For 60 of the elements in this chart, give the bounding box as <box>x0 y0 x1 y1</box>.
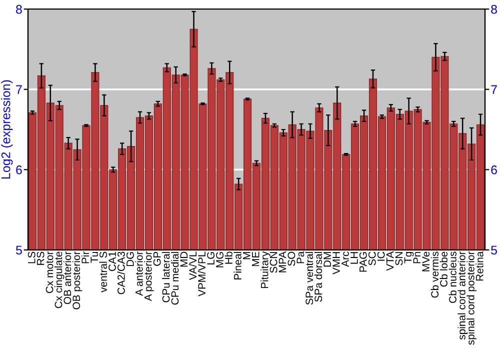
x-tick-label: SO <box>288 252 296 266</box>
x-tick-label: Tg <box>404 252 414 264</box>
x-tick-label: VPM/VPL <box>198 252 206 296</box>
x-tick-label: Cb nucleus <box>448 252 456 303</box>
y2-tick-label: 6 <box>491 165 497 174</box>
x-tick-label: Pineal <box>234 252 242 280</box>
x-tick-label: Arc <box>342 252 349 267</box>
x-tick-label: Cx motor <box>46 251 54 294</box>
x-tick-label: Tu <box>90 252 98 263</box>
x-tick-label: GP <box>153 252 161 266</box>
y-tick-label: 5 <box>16 246 22 255</box>
x-tick-label: RS <box>36 252 44 265</box>
x-tick-label: OB anterior <box>63 251 72 304</box>
x-tick-label: LS <box>28 252 36 264</box>
x-tick-label: SC <box>368 252 376 266</box>
y-tick-label: 6 <box>16 165 22 174</box>
y-axis-title: Log2 (expression) <box>1 80 13 178</box>
x-tick-label: M <box>243 252 250 260</box>
x-tick-label: MVe <box>422 252 430 272</box>
x-tick-label: MPA <box>278 251 286 272</box>
x-tick-label: Cb lobe <box>440 252 448 287</box>
y-tick-label: 8 <box>16 4 22 14</box>
x-tick-label: VTA <box>386 251 394 271</box>
x-tick-label: MD <box>180 252 188 267</box>
x-tick-label: spinal cord posterior <box>466 251 476 345</box>
x-tick-label: CPu medial <box>171 252 179 305</box>
x-tick-label: Cb vermis <box>430 252 439 298</box>
x-tick-label: ventral S <box>99 252 107 292</box>
x-tick-label: Pir <box>81 251 89 264</box>
x-tick-label: A posterior <box>144 251 154 302</box>
x-tick-label: SPa dorsal <box>314 252 322 302</box>
x-tick-label: Cx cingulate <box>54 252 64 308</box>
x-tick-label: LH <box>350 252 358 264</box>
x-tick-label: VA/VL <box>188 252 197 280</box>
y2-tick-label: 8 <box>491 4 497 14</box>
y2-tick-label: 7 <box>491 85 497 94</box>
x-tick-label: DM <box>324 252 331 267</box>
x-tick-label: Pituitary <box>260 251 270 288</box>
x-tick-label: PAG <box>359 252 367 272</box>
x-tick-label: SCN <box>270 252 278 273</box>
x-tick-label: OB posterior <box>72 251 82 310</box>
x-tick-label: SN <box>395 252 403 266</box>
y-tick-label: 7 <box>16 85 22 94</box>
x-tick-label: spinal cord anterior <box>458 251 468 340</box>
x-tick-label: MG <box>216 252 224 268</box>
x-tick-label: VMH <box>332 252 340 274</box>
x-tick-label: Pa <box>296 251 304 264</box>
x-tick-label: A anterior <box>135 251 143 296</box>
x-tick-label: DG <box>126 252 134 266</box>
x-tick-label: CPu lateral <box>162 252 170 302</box>
x-tick-label: Hb <box>224 252 232 264</box>
x-tick-label: ME <box>252 252 260 266</box>
x-tick-label: Pn <box>413 252 420 264</box>
x-tick-label: LG <box>207 252 214 264</box>
y2-tick-label: 5 <box>491 246 497 255</box>
x-tick-label: Retina <box>476 251 484 281</box>
x-tick-label: SPa ventral <box>305 252 314 305</box>
x-tick-label: IC <box>377 252 385 261</box>
x-tick-label: CA1 <box>108 252 116 272</box>
x-tick-label: CA2/CA3 <box>117 252 125 294</box>
